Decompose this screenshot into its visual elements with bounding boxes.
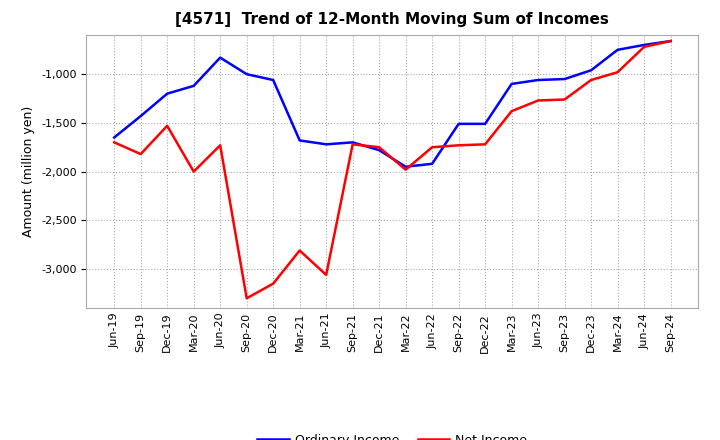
Title: [4571]  Trend of 12-Month Moving Sum of Incomes: [4571] Trend of 12-Month Moving Sum of I…	[176, 12, 609, 27]
Net Income	[401, 167, 410, 172]
Net Income	[295, 248, 304, 253]
Ordinary Income	[348, 140, 357, 145]
Net Income	[375, 145, 384, 150]
Net Income	[560, 97, 569, 102]
Ordinary Income	[163, 91, 171, 96]
Net Income	[189, 169, 198, 174]
Net Income	[666, 38, 675, 44]
Ordinary Income	[534, 77, 542, 83]
Net Income	[454, 143, 463, 148]
Ordinary Income	[322, 142, 330, 147]
Net Income	[587, 77, 595, 83]
Net Income	[110, 140, 119, 145]
Legend: Ordinary Income, Net Income: Ordinary Income, Net Income	[252, 429, 533, 440]
Net Income	[640, 44, 649, 50]
Ordinary Income	[189, 83, 198, 88]
Ordinary Income	[375, 147, 384, 153]
Net Income	[508, 109, 516, 114]
Ordinary Income	[560, 77, 569, 82]
Net Income	[216, 143, 225, 148]
Net Income	[348, 142, 357, 147]
Ordinary Income	[508, 81, 516, 87]
Ordinary Income	[481, 121, 490, 127]
Line: Net Income: Net Income	[114, 41, 670, 298]
Ordinary Income	[401, 164, 410, 169]
Net Income	[481, 142, 490, 147]
Net Income	[534, 98, 542, 103]
Net Income	[243, 296, 251, 301]
Ordinary Income	[454, 121, 463, 127]
Ordinary Income	[295, 138, 304, 143]
Net Income	[322, 272, 330, 278]
Net Income	[269, 281, 277, 286]
Net Income	[613, 70, 622, 75]
Line: Ordinary Income: Ordinary Income	[114, 41, 670, 167]
Net Income	[428, 145, 436, 150]
Ordinary Income	[243, 72, 251, 77]
Ordinary Income	[587, 68, 595, 73]
Ordinary Income	[666, 38, 675, 44]
Y-axis label: Amount (million yen): Amount (million yen)	[22, 106, 35, 237]
Net Income	[136, 151, 145, 157]
Ordinary Income	[110, 135, 119, 140]
Ordinary Income	[428, 161, 436, 166]
Ordinary Income	[613, 47, 622, 52]
Ordinary Income	[216, 55, 225, 60]
Ordinary Income	[640, 42, 649, 48]
Net Income	[163, 123, 171, 128]
Ordinary Income	[136, 114, 145, 119]
Ordinary Income	[269, 77, 277, 83]
